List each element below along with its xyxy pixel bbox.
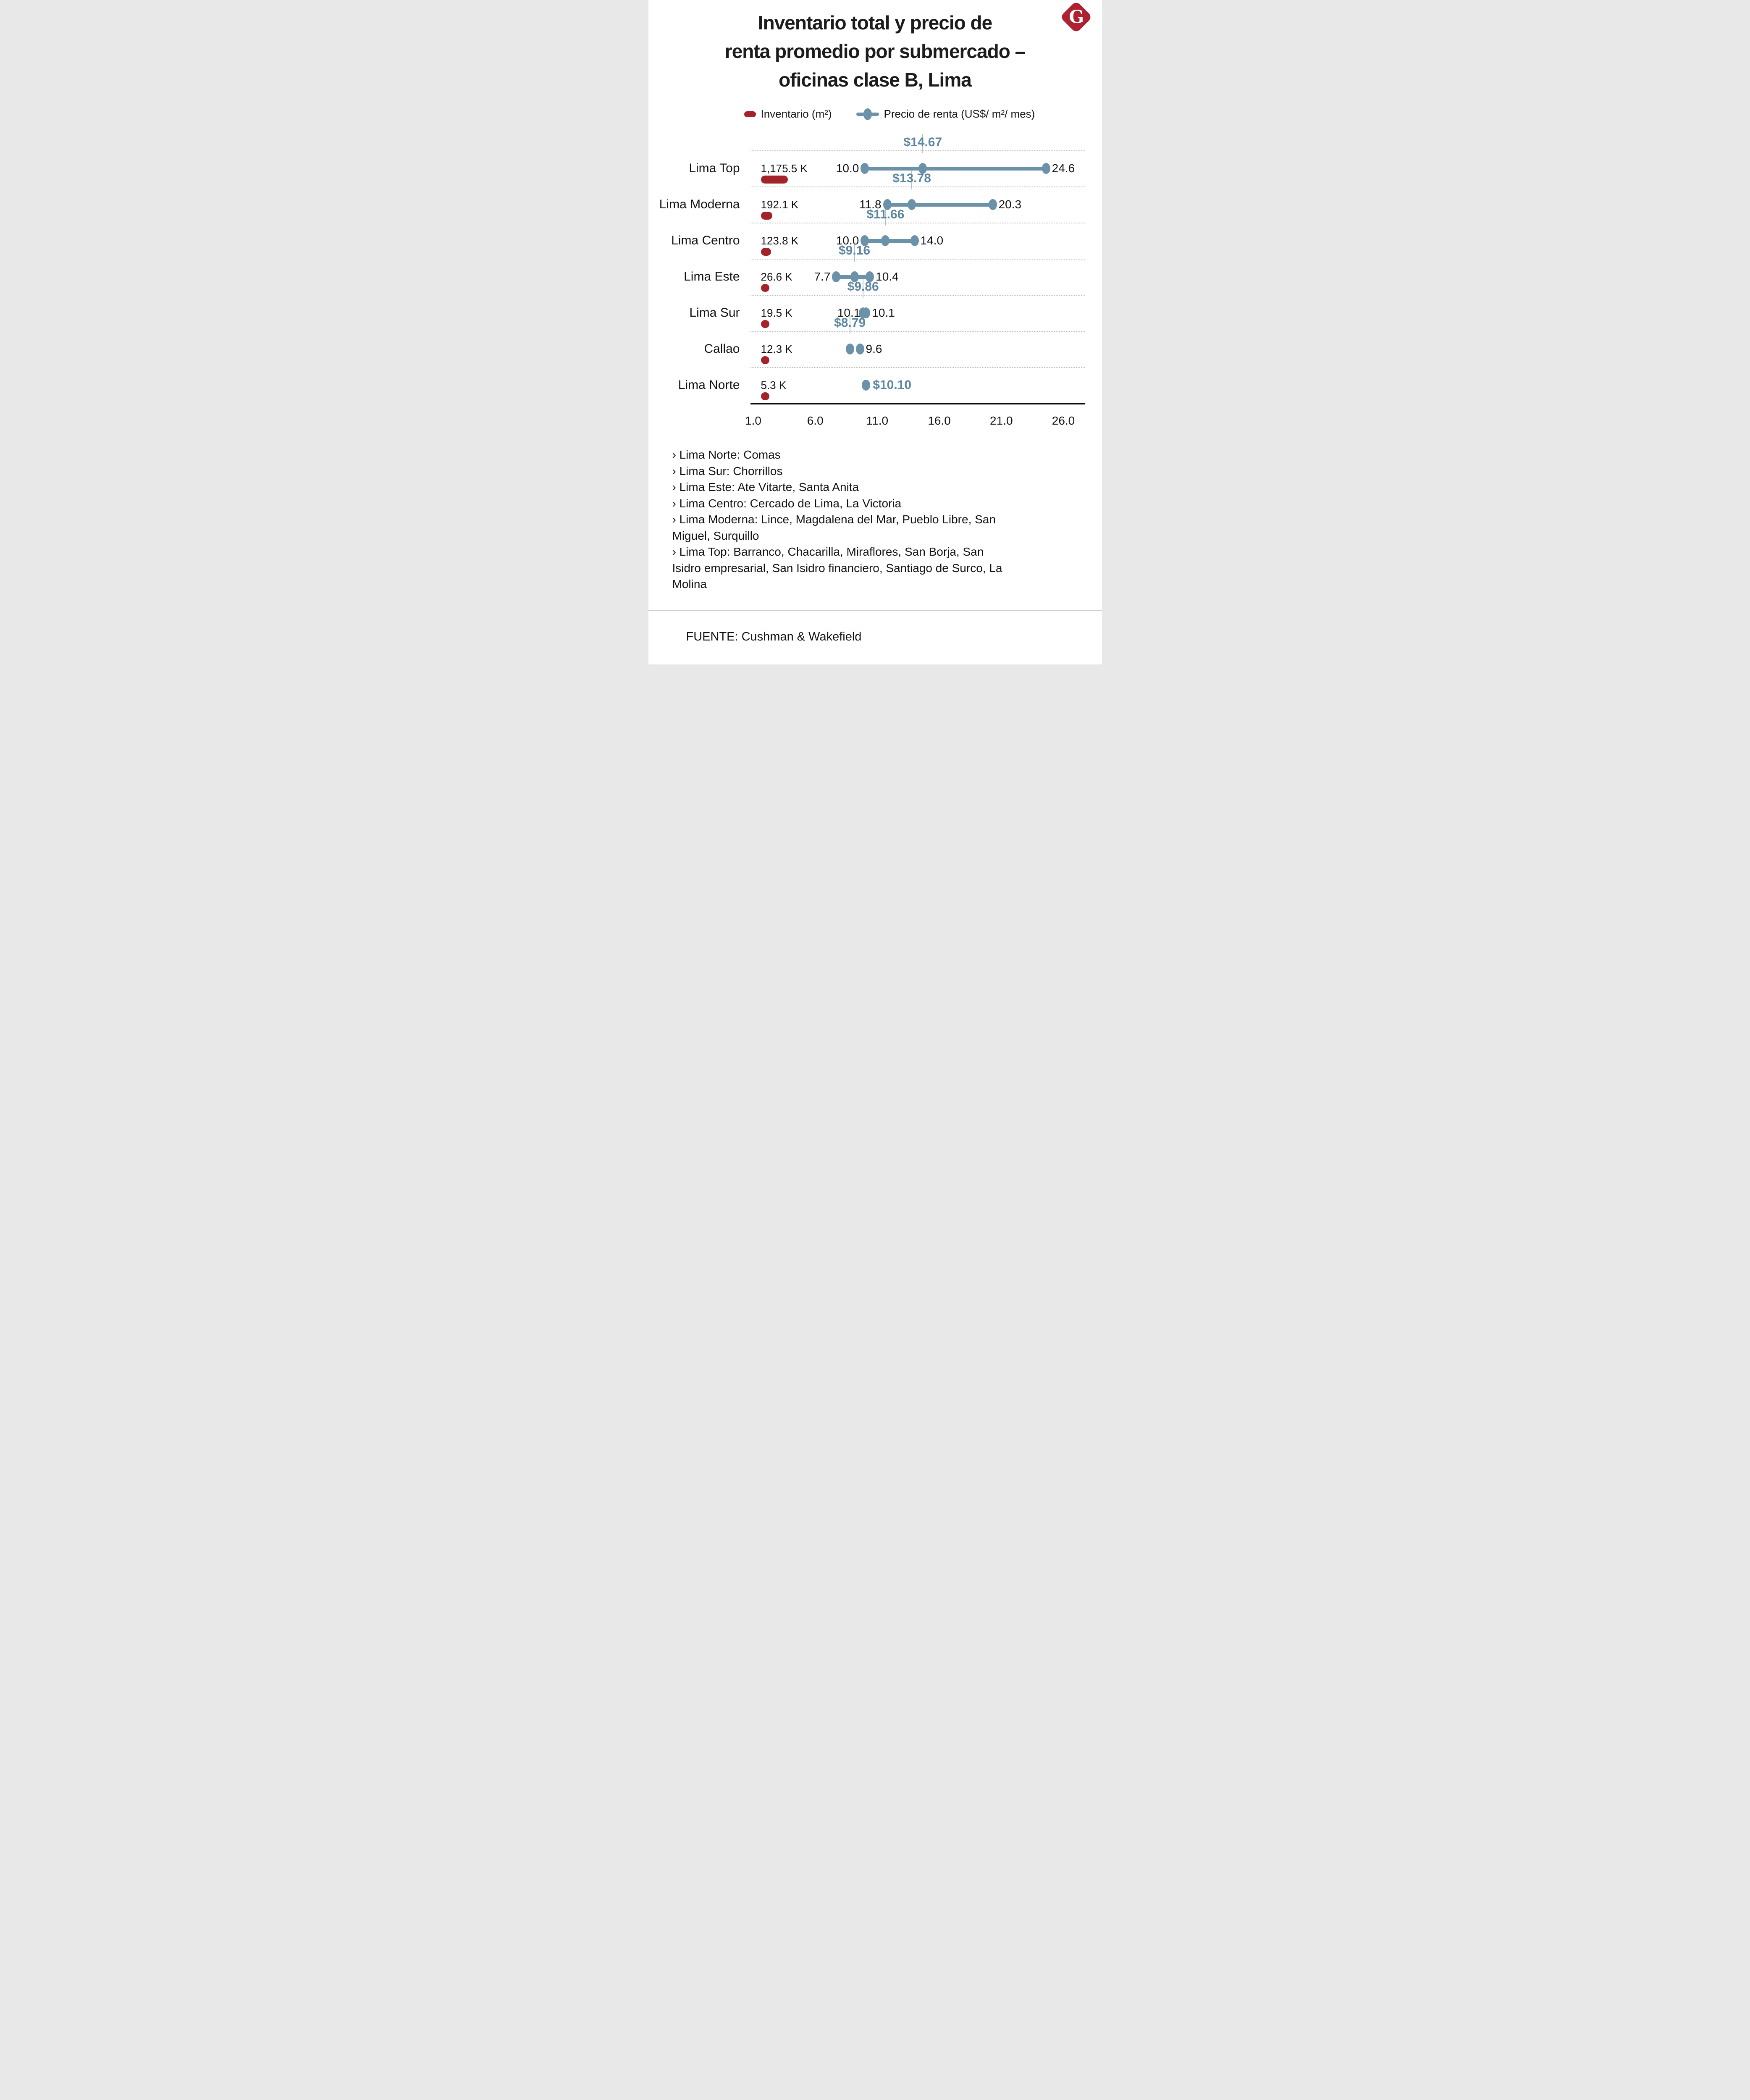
x-axis-tick-label: 11.0 [866,414,889,427]
price-range-line [865,166,1046,171]
price-dumbbell-icon [856,108,879,120]
row-label: Lima Norte [678,378,740,392]
price-avg-label: $8.79 [834,316,866,330]
price-dot-min [832,271,841,282]
price-min-label: 10.0 [836,162,859,175]
price-max-label: 24.6 [1052,162,1075,175]
inventory-bar [761,392,769,400]
inventory-value: 1,175.5 K [761,162,808,175]
price-dot-min [861,235,869,246]
x-axis-tick-label: 1.0 [745,414,761,427]
price-avg-label: $13.78 [892,171,931,185]
source-text: FUENTE: Cushman & Wakefield [686,630,862,643]
grid-line [750,150,1085,151]
price-max-label: 10.1 [872,306,895,319]
inventory-bar [761,176,788,184]
price-dot-max [988,199,997,210]
inventory-bar [761,212,772,220]
inventory-value: 192.1 K [761,198,799,211]
title-line-1: Inventario total y precio de [758,12,992,34]
inventory-value: 5.3 K [761,379,787,391]
title-line-2: renta promedio por submercado – [724,40,1026,62]
row-label: Lima Este [684,270,740,284]
grid-line [750,331,1085,332]
price-dot-min [861,163,869,174]
inventory-bar [761,356,769,364]
avg-tick-line [854,242,855,262]
price-dot-max [866,271,874,282]
x-axis-tick-label: 21.0 [990,414,1013,427]
grid-line [750,259,1085,260]
footnote-item: › Lima Sur: Chorrillos [672,464,783,478]
price-max-label: 20.3 [998,198,1022,211]
price-avg-label: $9.86 [847,280,879,294]
x-axis-line [750,403,1085,404]
price-dot-avg [859,307,868,318]
price-dot-avg [908,199,916,210]
inventory-value: 123.8 K [761,234,799,247]
price-dot-avg [918,163,927,174]
inventory-value: 26.6 K [761,270,792,283]
price-min-label: 7.7 [814,270,831,283]
price-range-line [865,239,915,243]
price-avg-label: $14.67 [903,135,942,149]
legend-inventory-label: Inventario (m²) [761,108,832,120]
avg-tick-line [885,206,886,226]
logo-letter: G [1068,6,1084,27]
price-max-label: 14.0 [920,234,944,247]
footnote-item: › Lima Moderna: Lince, Magdalena del Mar… [672,513,996,542]
page-title: Inventario total y precio de renta prome… [648,8,1102,94]
price-dot-avg [850,271,859,282]
x-axis-tick-label: 16.0 [928,414,951,427]
price-avg-label: $10.10 [873,378,912,392]
legend-item-price: Precio de renta (US$/ m²/ mes) [856,108,1035,121]
title-line-3: oficinas clase B, Lima [779,69,972,91]
row-label: Lima Sur [689,306,740,320]
price-dot-max [910,235,919,246]
inventory-bar [761,248,771,256]
infographic-canvas: Inventario total y precio de renta prome… [648,0,1102,664]
price-dot-max [1042,163,1050,174]
legend-price-label: Precio de renta (US$/ m²/ mes) [884,108,1035,120]
price-min-label: 11.8 [859,198,882,211]
footnote-item: › Lima Norte: Comas [672,448,781,461]
price-min-label: 10.0 [836,234,859,247]
footnote-item: › Lima Centro: Cercado de Lima, La Victo… [672,496,902,510]
footer-divider [648,610,1102,611]
price-dot-avg [881,235,890,246]
price-avg-label: $11.66 [866,207,905,221]
avg-tick-line [922,134,924,153]
price-dot-max [855,344,864,354]
inventory-swatch-icon [744,111,756,117]
inventory-value: 19.5 K [761,307,792,319]
chart-legend: Inventario (m²) Precio de renta (US$/ m²… [744,108,1035,121]
legend-item-inventory: Inventario (m²) [744,108,832,121]
x-axis-tick-label: 6.0 [807,414,824,427]
price-min-label: 10.1 [837,306,861,319]
footnote-item: › Lima Top: Barranco, Chacarilla, Mirafl… [672,545,1002,591]
footnotes-block: › Lima Norte: Comas › Lima Sur: Chorrillo… [672,447,1008,593]
x-axis-tick-label: 26.0 [1052,414,1075,427]
price-max-label: 9.6 [866,342,882,355]
inventory-bar [761,320,770,328]
avg-tick-line [911,170,913,189]
price-range-line [887,202,993,207]
footnote-item: › Lima Este: Ate Vitarte, Santa Anita [672,480,859,494]
row-label: Callao [704,342,740,356]
price-max-label: 10.4 [876,270,899,283]
price-dot-avg [862,380,871,391]
inventory-bar [761,284,770,292]
grid-line [750,295,1085,296]
price-dot-avg [845,344,854,354]
grid-line [750,367,1085,368]
row-label: Lima Moderna [659,197,740,211]
price-avg-label: $9.16 [838,244,871,257]
inventory-value: 12.3 K [761,343,792,355]
row-label: Lima Top [689,161,740,175]
grid-line [750,186,1085,187]
row-label: Lima Centro [671,234,740,247]
